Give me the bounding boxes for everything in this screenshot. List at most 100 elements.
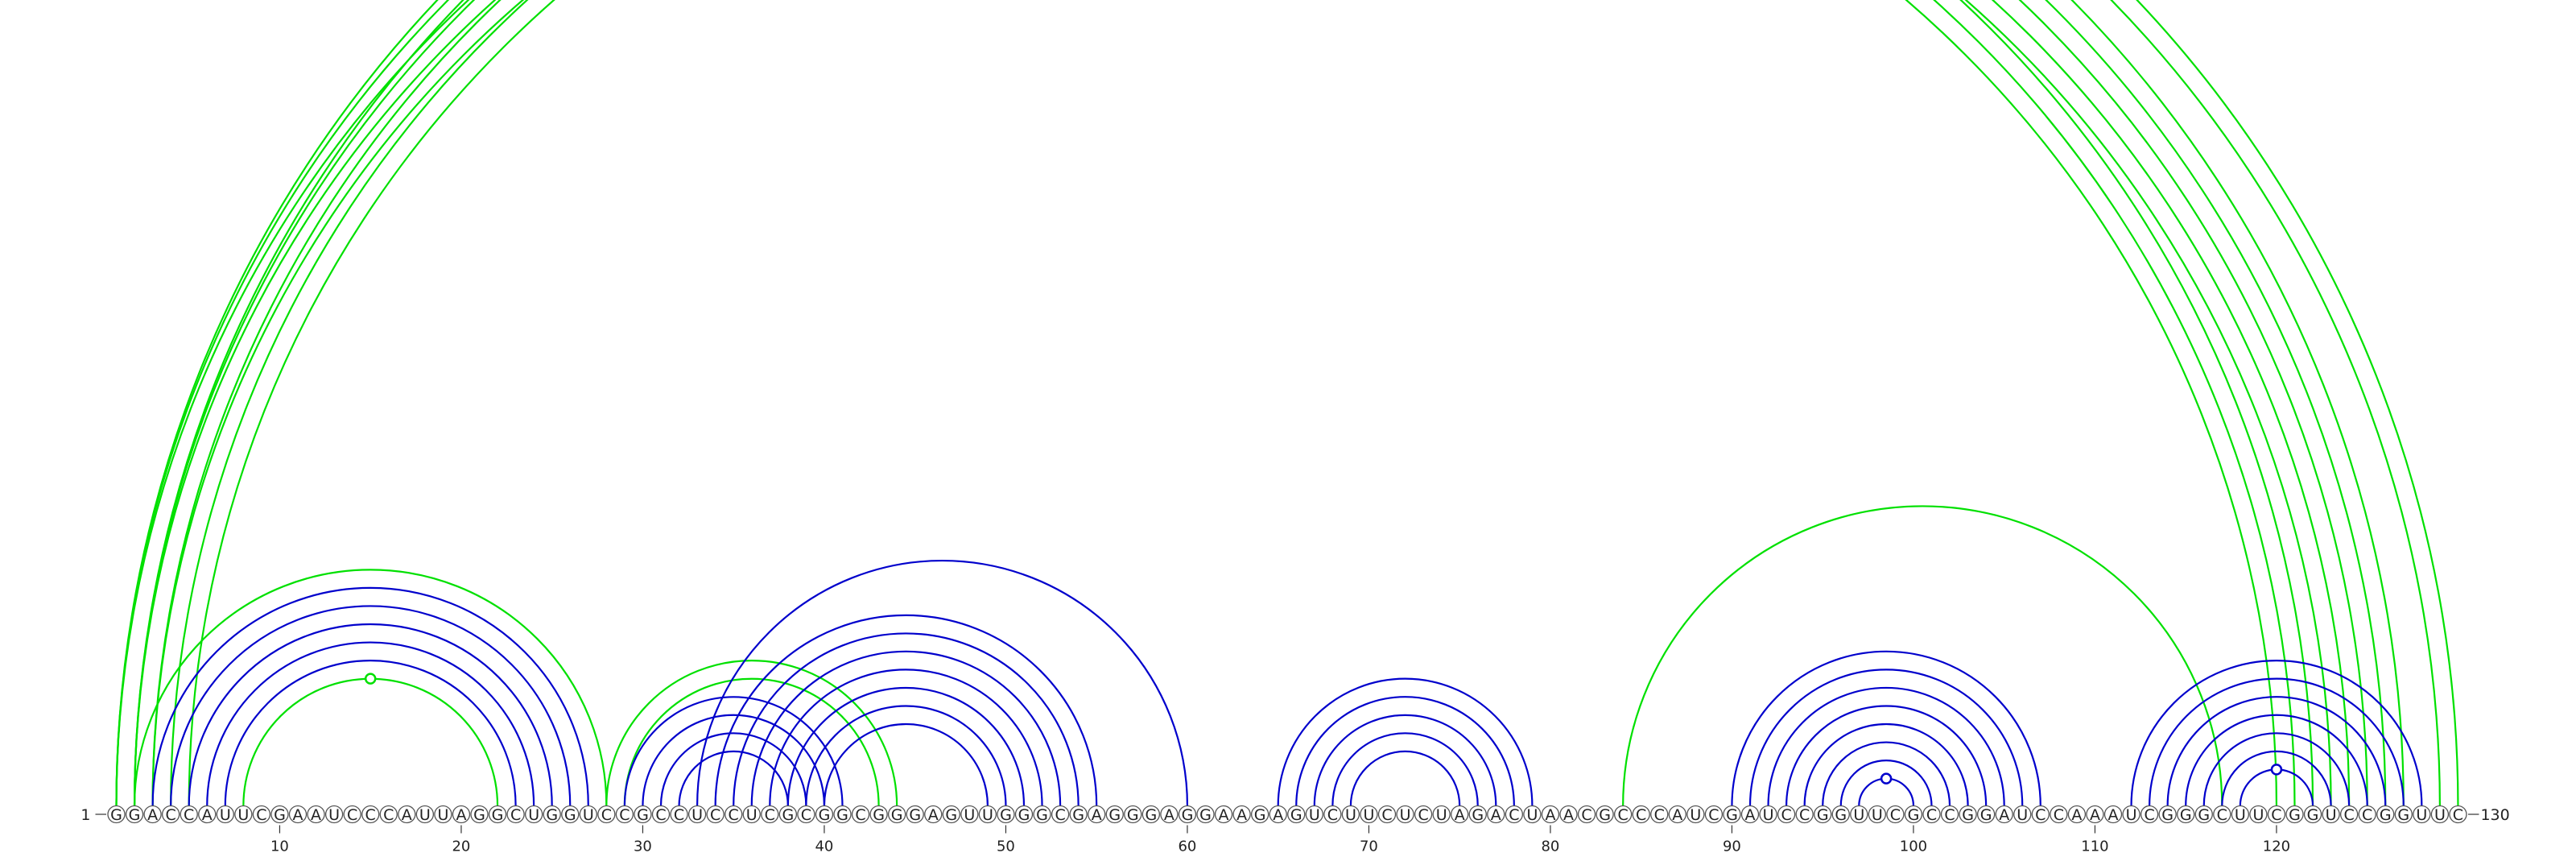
nucleotide-letter: C (1890, 806, 1901, 824)
nucleotide: G (2177, 805, 2195, 824)
nucleotide-letter: C (601, 806, 612, 824)
nucleotide-letter: C (1618, 806, 1629, 824)
nucleotide: U (1686, 805, 1705, 824)
nucleotide-letter: U (1872, 806, 1883, 824)
nucleotide-letter: C (801, 806, 811, 824)
nucleotide-circle (1723, 805, 1741, 824)
nucleotide-letter: A (1455, 806, 1465, 824)
base-pair-arc (115, 0, 2405, 806)
nucleotide-letter: G (1018, 806, 1030, 824)
helix-11 (1622, 505, 2223, 806)
nucleotide: G (1124, 805, 1142, 824)
nucleotide-circle (1124, 805, 1142, 824)
nucleotide: U (434, 805, 452, 824)
tick-label: 60 (1178, 838, 1196, 855)
nucleotide-letter: A (2090, 806, 2100, 824)
nucleotide-letter: C (1926, 806, 1937, 824)
nucleotide-circle (2050, 805, 2068, 824)
nucleotide-letter: G (1962, 806, 1974, 824)
nucleotide-circle (415, 805, 434, 824)
nucleotide: G (778, 805, 797, 824)
nucleotide-circle (942, 805, 960, 824)
helix-5 (242, 673, 499, 806)
nucleotide: G (107, 805, 126, 824)
nucleotide-circle (724, 805, 743, 824)
nucleotide-letter: U (746, 806, 758, 824)
nucleotide-letter: G (2380, 806, 2392, 824)
base-pair-arc (696, 559, 1189, 806)
nucleotide: G (1014, 805, 1034, 824)
helix-2 (115, 0, 2405, 806)
nucleotide-circle (1668, 805, 1686, 824)
nucleotide: C (1505, 805, 1523, 824)
nucleotide-circle (1868, 805, 1887, 824)
nucleotide-circle (2430, 805, 2450, 824)
nucleotide-circle (2303, 805, 2322, 824)
base-pair-arc (1767, 686, 2005, 806)
nucleotide: C (1777, 805, 1796, 824)
nucleotide-letter: G (1908, 806, 1920, 824)
nucleotide-letter: G (1726, 806, 1738, 824)
nucleotide-letter: U (1345, 806, 1356, 824)
nucleotide-letter: U (2017, 806, 2028, 824)
sequence-start-label: 1 (80, 806, 90, 824)
nucleotide-circle (2449, 805, 2467, 824)
base-pair-arc (2202, 732, 2351, 806)
nucleotide-letter: U (437, 806, 448, 824)
nucleotide-letter: A (2108, 806, 2119, 824)
nucleotide-letter: U (2252, 806, 2264, 824)
tick-label: 50 (997, 838, 1015, 855)
nucleotide: A (1487, 805, 1505, 824)
nucleotide-circle (997, 805, 1015, 824)
nucleotide: U (324, 805, 344, 824)
nucleotide-circle (1686, 805, 1705, 824)
nucleotide-circle (579, 805, 597, 824)
nucleotide-circle (670, 805, 688, 824)
nucleotide-letter: A (1219, 806, 1229, 824)
nucleotide-letter: A (202, 806, 213, 824)
nucleotide: C (651, 805, 671, 824)
nucleotide-circle (888, 805, 906, 824)
base-pair-arc (769, 669, 1043, 806)
nucleotide-letter: G (2307, 806, 2319, 824)
base-pair-arc (151, 0, 2368, 806)
nucleotide: G (1141, 805, 1160, 824)
nucleotide: U (742, 805, 761, 824)
nucleotide-letter: A (456, 806, 466, 824)
nucleotide: C (1795, 805, 1814, 824)
nucleotide: U (1523, 805, 1542, 824)
base-pair-arc (133, 0, 2296, 806)
nucleotide-letter: A (1745, 806, 1756, 824)
nucleotide-circle (742, 805, 761, 824)
nucleotide-circle (761, 805, 779, 824)
nucleotide: C (706, 805, 724, 824)
nucleotide-letter: G (2198, 806, 2210, 824)
base-pair-arc (170, 0, 2351, 806)
nucleotide-letter: G (1000, 806, 1012, 824)
nucleotide: C (1614, 805, 1633, 824)
nucleotide-circle (2285, 805, 2304, 824)
nucleotide-letter: A (1545, 806, 1555, 824)
nucleotide-circle (1341, 805, 1360, 824)
base-pair-arc (1622, 505, 2223, 806)
nucleotide-circle (906, 805, 924, 824)
nucleotide-circle (2231, 805, 2250, 824)
nucleotide-letter: U (982, 806, 993, 824)
nucleotide: U (234, 805, 253, 824)
nucleotide-circle (1178, 805, 1197, 824)
nucleotide-circle (1487, 805, 1505, 824)
nucleotide-letter: U (583, 806, 594, 824)
nucleotide-letter: U (328, 806, 340, 824)
nucleotide-letter: A (1236, 806, 1247, 824)
base-pair-arc (1822, 741, 1951, 806)
helix-12 (1731, 650, 2041, 806)
nucleotide-letter: U (964, 806, 975, 824)
nucleotide-letter: U (1309, 806, 1320, 824)
nucleotide-circle (1541, 805, 1560, 824)
base-pair-arc (1839, 760, 1933, 806)
nucleotide: C (851, 805, 870, 824)
nucleotide: A (924, 805, 943, 824)
nucleotide-letter: C (1781, 806, 1791, 824)
nucleotide: A (1451, 805, 1469, 824)
